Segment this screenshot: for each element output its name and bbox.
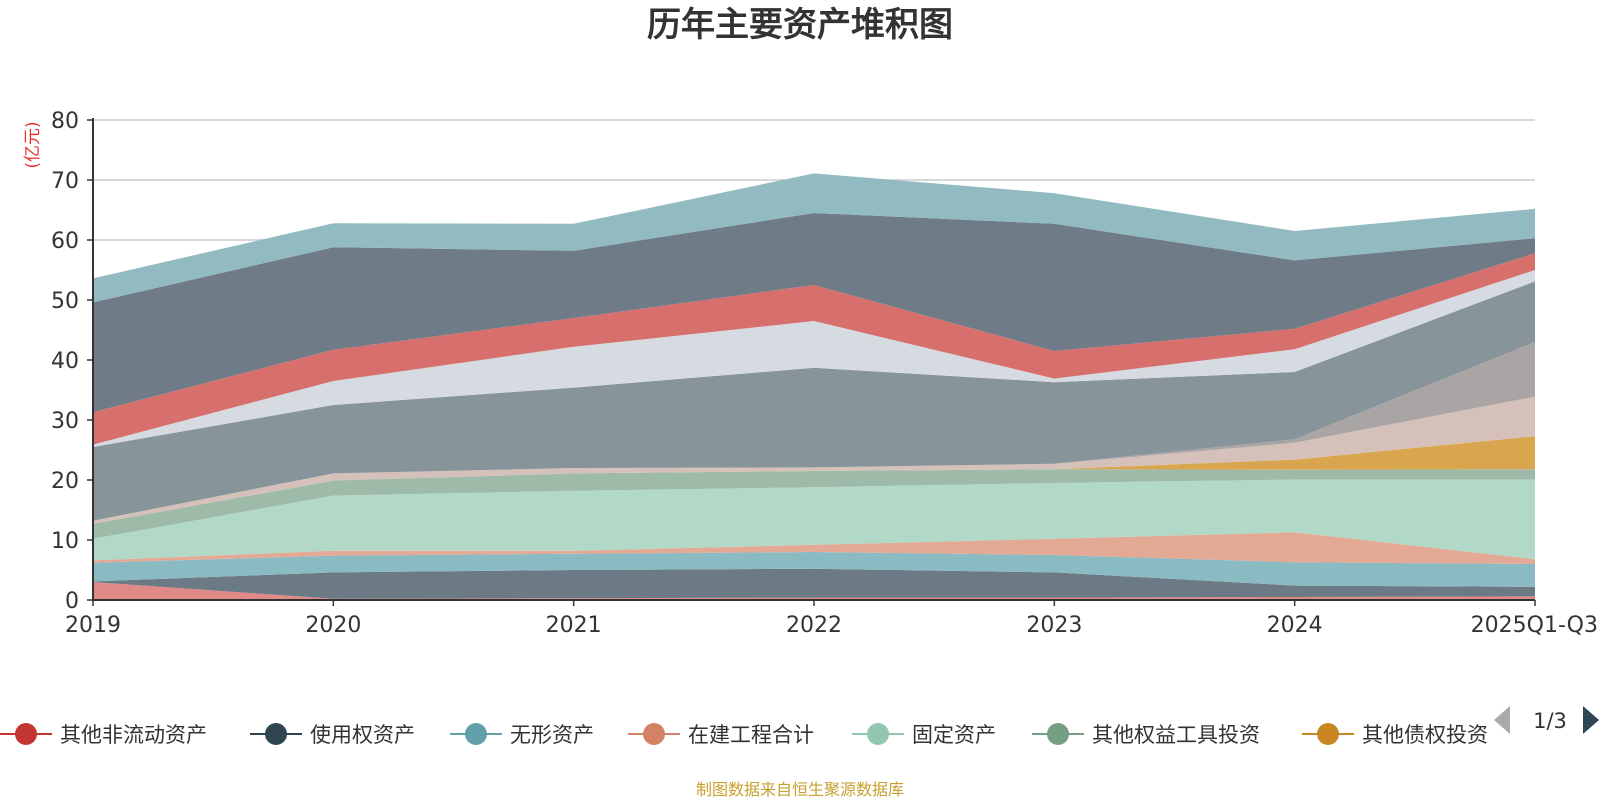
area-series-13 xyxy=(93,173,1535,303)
legend-label-3: 在建工程合计 xyxy=(688,723,814,747)
area-series-0 xyxy=(93,582,1535,600)
area-series-12 xyxy=(93,213,1535,413)
area-series-5 xyxy=(93,469,1535,539)
area-series-11 xyxy=(93,253,1535,445)
y-tick-label-60: 60 xyxy=(51,229,79,254)
legend-marker-2 xyxy=(465,723,487,745)
legend-pager: 1/3 xyxy=(1494,706,1599,734)
area-series-9 xyxy=(93,281,1535,521)
y-tick-label-10: 10 xyxy=(51,529,79,554)
pager-prev-icon[interactable] xyxy=(1494,706,1510,734)
legend-marker-5 xyxy=(1047,723,1069,745)
y-tick-label-0: 0 xyxy=(65,589,79,614)
pager-label: 1/3 xyxy=(1533,709,1567,733)
x-tick-label-2: 2021 xyxy=(546,613,602,638)
pager-next-icon[interactable] xyxy=(1583,706,1599,734)
area-series-3 xyxy=(93,532,1535,564)
legend-marker-3 xyxy=(643,723,665,745)
legend-label-1: 使用权资产 xyxy=(310,723,415,747)
legend-item-0[interactable]: 其他非流动资产 xyxy=(0,723,207,747)
area-series-7 xyxy=(93,396,1535,524)
legend-marker-0 xyxy=(15,723,37,745)
legend-item-5[interactable]: 其他权益工具投资 xyxy=(1032,723,1260,747)
legend: 其他非流动资产 使用权资产 无形资产 在建工程合计 固定资产 其他权益工具投资 其他债权投资 xyxy=(0,723,1488,747)
legend-marker-6 xyxy=(1317,723,1339,745)
area-series-10 xyxy=(93,270,1535,447)
y-tick-label-80: 80 xyxy=(51,109,79,134)
x-tick-label-6: 2025Q1-Q3 xyxy=(1471,613,1598,638)
legend-marker-4 xyxy=(867,723,889,745)
legend-label-4: 固定资产 xyxy=(912,723,996,747)
legend-item-6[interactable]: 其他债权投资 xyxy=(1302,723,1488,747)
area-series-2 xyxy=(93,552,1535,587)
x-tick-label-4: 2023 xyxy=(1026,613,1082,638)
chart-title: 历年主要资产堆积图 xyxy=(647,5,953,45)
legend-item-3[interactable]: 在建工程合计 xyxy=(628,723,814,747)
legend-marker-1 xyxy=(265,723,287,745)
legend-label-2: 无形资产 xyxy=(510,723,594,747)
legend-item-1[interactable]: 使用权资产 xyxy=(250,723,415,747)
y-tick-label-70: 70 xyxy=(51,169,79,194)
legend-label-6: 其他债权投资 xyxy=(1362,723,1488,747)
legend-item-4[interactable]: 固定资产 xyxy=(852,723,996,747)
y-tick-label-20: 20 xyxy=(51,469,79,494)
area-series-4 xyxy=(93,479,1535,561)
legend-label-0: 其他非流动资产 xyxy=(60,723,207,747)
area-series-1 xyxy=(93,568,1535,599)
legend-label-5: 其他权益工具投资 xyxy=(1092,723,1260,747)
x-tick-label-5: 2024 xyxy=(1267,613,1323,638)
y-axis-unit-label: (亿元) xyxy=(23,121,43,168)
x-tick-label-0: 2019 xyxy=(65,613,121,638)
x-tick-label-1: 2020 xyxy=(305,613,361,638)
x-tick-label-3: 2022 xyxy=(786,613,842,638)
y-tick-label-40: 40 xyxy=(51,349,79,374)
y-tick-label-30: 30 xyxy=(51,409,79,434)
source-note: 制图数据来自恒生聚源数据库 xyxy=(696,780,904,799)
legend-item-2[interactable]: 无形资产 xyxy=(450,723,594,747)
axes: 0 10 20 30 40 50 60 70 80 2019 2020 2021 2022 2023 202… xyxy=(51,109,1598,638)
y-tick-label-50: 50 xyxy=(51,289,79,314)
area-series xyxy=(93,173,1535,600)
